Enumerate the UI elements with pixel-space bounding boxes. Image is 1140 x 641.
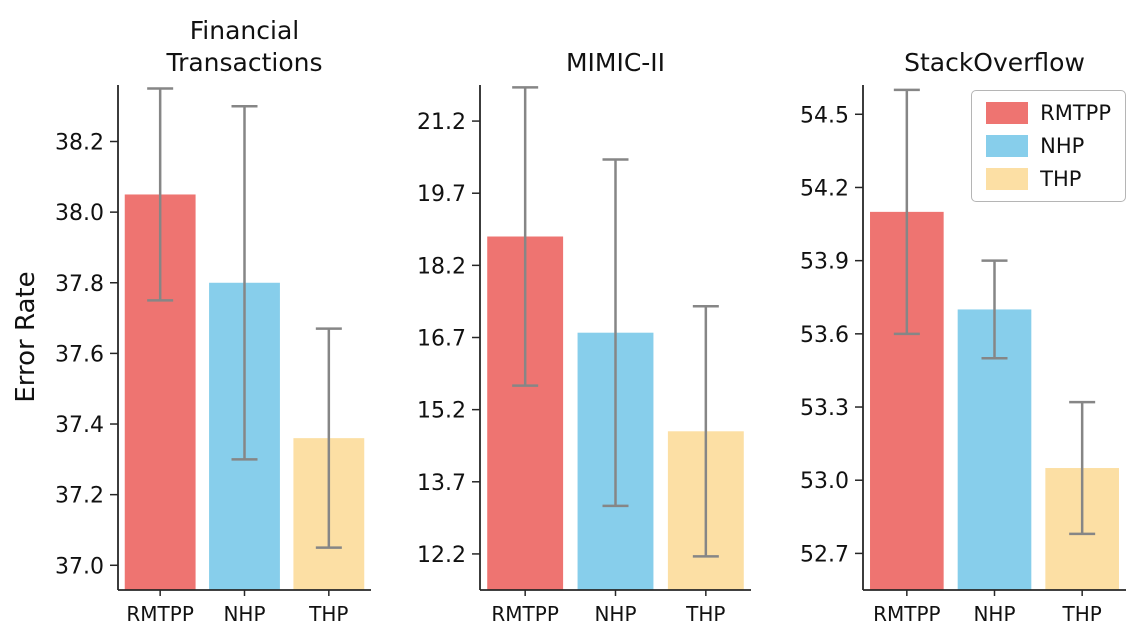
svg-text:54.5: 54.5 [800,103,849,128]
legend-swatch-rmtpp [986,102,1029,124]
subplot-stackoverflow: RMTPP NHP THP 52.7 53.0 53.3 53.6 53.9 54.2 54.5 … [755,0,1140,641]
svg-text:NHP: NHP [223,602,265,626]
svg-text:37.8: 37.8 [55,272,104,297]
svg-text:53.0: 53.0 [800,469,849,494]
legend-item-rmtpp: RMTPP [986,101,1111,125]
svg-text:37.6: 37.6 [55,342,104,367]
svg-text:RMTPP: RMTPP [491,602,559,626]
svg-text:12.2: 12.2 [417,543,466,568]
svg-text:53.3: 53.3 [800,396,849,421]
legend-item-nhp: NHP [986,134,1111,158]
svg-text:18.2: 18.2 [417,254,466,279]
chart-title-mimic-ii: MIMIC-II [565,47,666,77]
svg-text:RMTPP: RMTPP [873,602,941,626]
legend: RMTPP NHP THP [971,90,1126,202]
svg-text:54.2: 54.2 [800,176,849,201]
svg-text:THP: THP [685,602,725,626]
svg-text:NHP: NHP [594,602,636,626]
svg-text:37.4: 37.4 [55,413,104,438]
y-axis-label-error-rate: Error Rate [11,271,41,403]
bar-chart-stackoverflow: RMTPP NHP THP 52.7 53.0 53.3 53.6 53.9 54.2 54.5 [800,85,1126,626]
svg-text:53.6: 53.6 [800,323,849,348]
svg-text:53.9: 53.9 [800,250,849,275]
legend-label-rmtpp: RMTPP [1040,101,1111,125]
legend-label-nhp: NHP [1040,134,1085,158]
svg-text:15.2: 15.2 [417,399,466,424]
svg-text:38.2: 38.2 [55,131,104,156]
svg-text:16.7: 16.7 [417,327,466,352]
svg-text:THP: THP [1062,602,1102,626]
svg-text:37.2: 37.2 [55,484,104,509]
subplot-mimic-ii: RMTPP NHP THP 12.2 13.7 15.2 16.7 18.2 19.7 21.2 … [375,0,755,641]
svg-text:13.7: 13.7 [417,471,466,496]
legend-swatch-thp [986,168,1029,190]
svg-text:THP: THP [308,602,348,626]
bar-chart-mimic-ii: RMTPP NHP THP 12.2 13.7 15.2 16.7 18.2 19.7 21.2 [417,85,751,626]
svg-text:19.7: 19.7 [417,182,466,207]
svg-text:52.7: 52.7 [800,542,849,567]
chart-title-financial-transactions: Financial Transactions [166,16,323,77]
svg-text:RMTPP: RMTPP [126,602,194,626]
svg-text:37.0: 37.0 [55,554,104,579]
chart-title-stackoverflow: StackOverflow [904,47,1085,77]
svg-text:21.2: 21.2 [417,110,466,135]
legend-item-thp: THP [986,167,1111,191]
subplot-financial-transactions: RMTPP NHP THP 37.0 37.2 37.4 37.6 37.8 38.0 38.2 … [0,0,375,641]
svg-text:NHP: NHP [973,602,1015,626]
svg-text:38.0: 38.0 [55,201,104,226]
legend-swatch-nhp [986,135,1029,157]
bar-chart-financial-transactions: RMTPP NHP THP 37.0 37.2 37.4 37.6 37.8 38.0 38.2 [55,85,371,626]
legend-label-thp: THP [1040,167,1082,191]
